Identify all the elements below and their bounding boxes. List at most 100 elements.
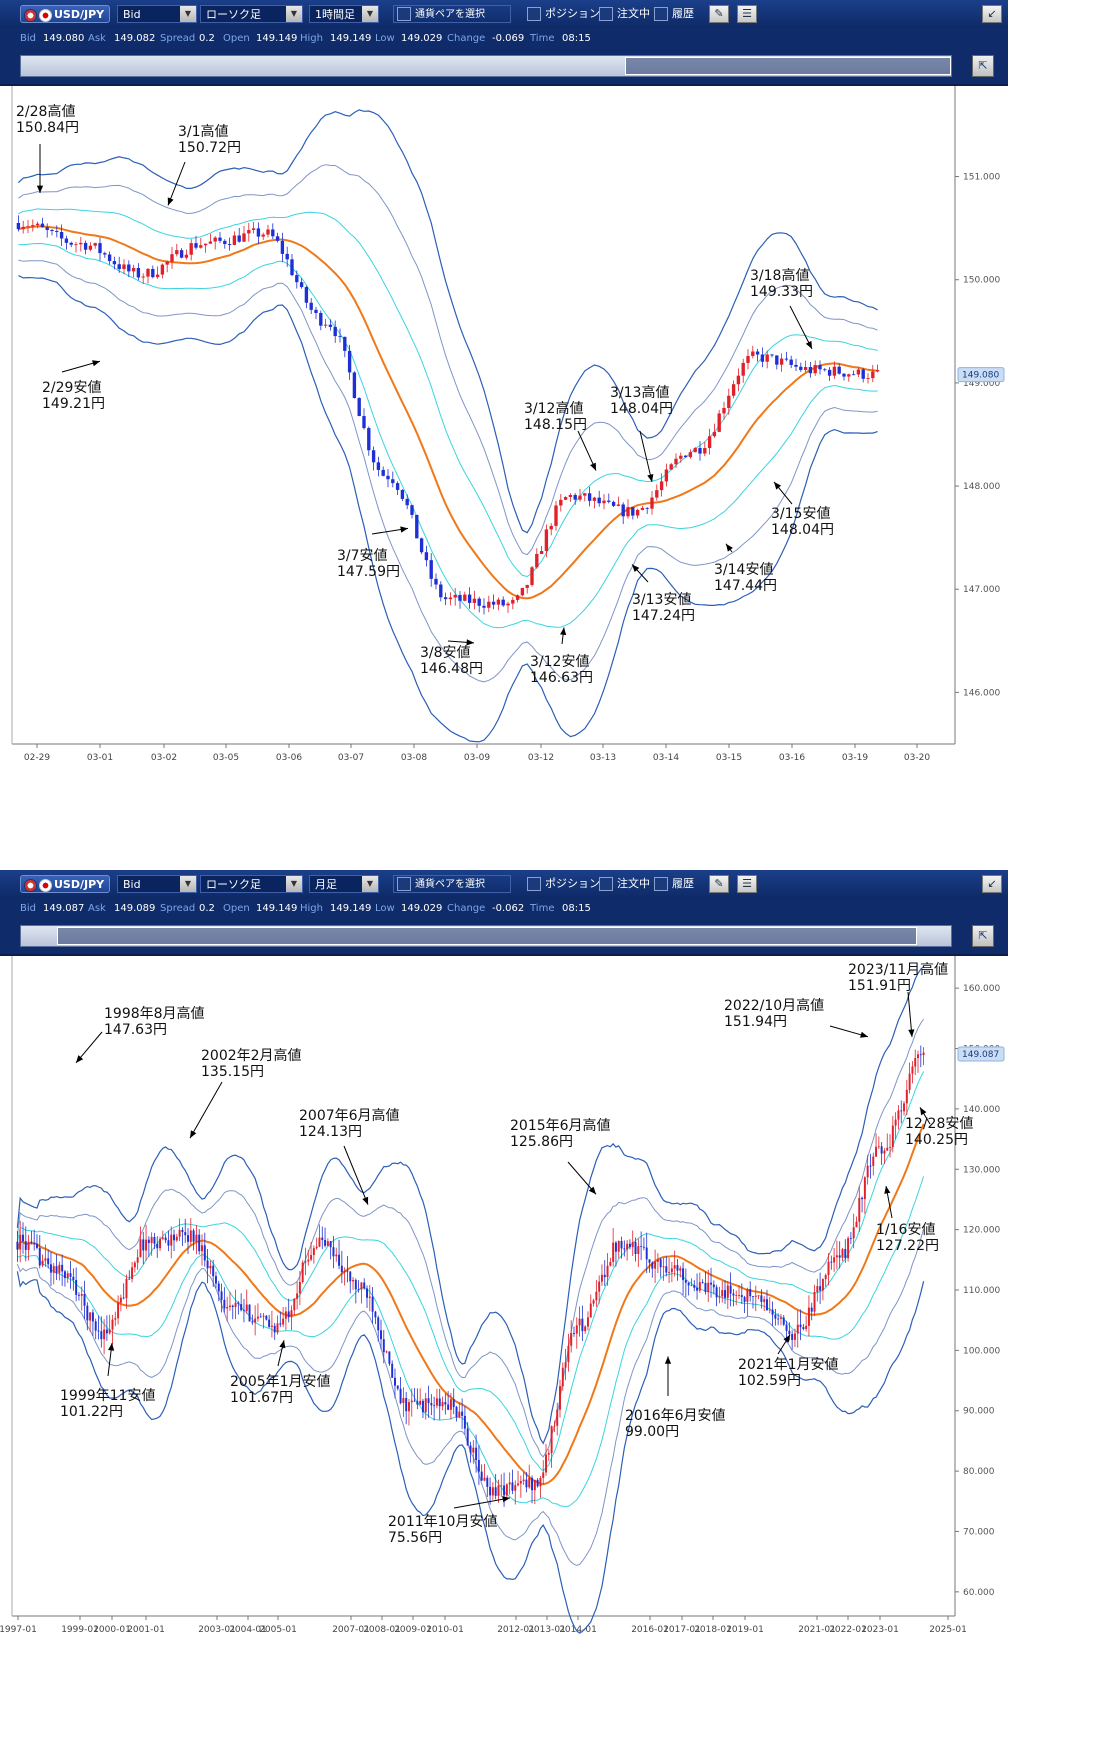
candle-body — [855, 1221, 858, 1228]
candle-body — [614, 1242, 617, 1252]
candle-body — [595, 1291, 598, 1301]
annotation-title: 2015年6月高値 — [510, 1117, 611, 1134]
annotation-price: 101.22円 — [60, 1404, 123, 1420]
currency-pair-button[interactable]: USD/JPY — [20, 875, 110, 893]
candle-body — [704, 1282, 707, 1292]
candle-body — [376, 462, 381, 470]
candle-body — [340, 1265, 343, 1273]
candle-body — [248, 1304, 251, 1322]
position-checkbox[interactable]: ポジション — [527, 875, 600, 893]
indicator-settings-button[interactable]: ☰ — [737, 875, 757, 893]
minimize-icon[interactable]: ↙ — [982, 5, 1002, 23]
candle-body — [799, 1324, 802, 1328]
candle-body — [891, 1125, 894, 1147]
position-checkbox[interactable]: ポジション — [527, 5, 600, 23]
candle-body — [312, 1248, 315, 1256]
navigator-window[interactable] — [57, 927, 917, 945]
x-tick-label: 2014-01 — [559, 1625, 597, 1635]
annotation-arrowhead — [774, 481, 782, 490]
select-pair-checkbox[interactable]: 通貨ペアを選択 — [393, 875, 511, 893]
candle-body — [187, 1235, 189, 1242]
candle-body — [922, 1052, 925, 1056]
candle-body — [545, 1454, 547, 1473]
candle-body — [659, 481, 664, 491]
candle-body — [655, 490, 659, 498]
indicator-settings-button[interactable]: ☰ — [737, 5, 757, 23]
candle-body — [611, 501, 616, 506]
navigator-window[interactable] — [625, 57, 951, 75]
orders-checkbox[interactable]: 注文中 — [599, 875, 650, 893]
history-checkbox[interactable]: 履歴 — [654, 875, 694, 893]
timeframe-select[interactable]: 月足 ▼ — [309, 875, 379, 893]
drawing-tools-button[interactable]: ✎ — [709, 875, 729, 893]
annotation-arrowhead — [92, 360, 100, 367]
timeframe-select[interactable]: 1時間足 ▼ — [309, 5, 379, 23]
currency-pair-button[interactable]: USD/JPY — [20, 5, 110, 23]
candle-body — [782, 1317, 785, 1325]
candle-body — [668, 1272, 671, 1274]
candle-body — [816, 1286, 819, 1293]
candle-body — [61, 1264, 64, 1272]
candle-body — [35, 1244, 38, 1248]
candle-body — [419, 1400, 422, 1405]
navigator-strip[interactable] — [20, 55, 952, 77]
candle-body — [863, 1177, 866, 1200]
candle-body — [184, 254, 189, 258]
candlestick-chart[interactable]: 160.000150.000140.000130.000120.000110.0… — [0, 956, 1008, 1738]
candle-body — [55, 231, 59, 233]
annotation-price: 146.63円 — [530, 670, 593, 686]
annotation-price: 147.63円 — [104, 1022, 167, 1038]
candle-body — [727, 395, 731, 408]
x-tick-label: 03-09 — [464, 753, 490, 763]
candle-body — [724, 1290, 726, 1298]
history-checkbox[interactable]: 履歴 — [654, 5, 694, 23]
price-type-select[interactable]: Bid ▼ — [117, 875, 197, 893]
minimize-icon[interactable]: ↙ — [982, 875, 1002, 893]
annotation-price: 148.15円 — [524, 417, 587, 433]
navigator-strip[interactable] — [20, 925, 952, 947]
candle-body — [483, 1477, 486, 1481]
candle-body — [122, 264, 126, 270]
x-tick-label: 03-20 — [904, 753, 930, 763]
annotation-title: 3/13安値 — [632, 592, 691, 608]
annotation-arrowhead — [647, 474, 654, 482]
candle-body — [430, 1403, 433, 1406]
candle-body — [256, 228, 261, 237]
drawing-tools-button[interactable]: ✎ — [709, 5, 729, 23]
candle-body — [807, 1307, 810, 1326]
price-type-select[interactable]: Bid ▼ — [117, 5, 197, 23]
orders-checkbox[interactable]: 注文中 — [599, 5, 650, 23]
y-tick-label: 148.000 — [963, 482, 1000, 492]
candle-body — [83, 1293, 86, 1306]
candle-body — [304, 287, 309, 303]
candle-body — [883, 1150, 886, 1154]
candle-body — [198, 1234, 201, 1252]
candle-body — [382, 1339, 385, 1353]
candle-body — [69, 242, 73, 245]
candle-body — [161, 1237, 164, 1239]
candle-body — [919, 1054, 922, 1056]
candle-body — [789, 359, 793, 365]
navigator-expand-icon[interactable]: ⇱ — [972, 925, 994, 947]
candle-body — [602, 500, 606, 504]
candle-body — [808, 367, 813, 374]
candlestick-chart[interactable]: 151.000 150.000 149.000 148.000 147.000 146.0… — [0, 86, 1008, 867]
candle-body — [821, 1279, 824, 1291]
candle-body — [696, 1287, 699, 1291]
candle-body — [712, 431, 717, 437]
candle-body — [438, 1398, 441, 1407]
select-pair-checkbox[interactable]: 通貨ペアを選択 — [393, 5, 511, 23]
candle-body — [573, 1333, 575, 1334]
candle-body — [448, 597, 453, 600]
y-tick-label: 150.000 — [963, 276, 1000, 286]
candle-body — [688, 452, 693, 458]
annotation-title: 12/28安値 — [905, 1116, 973, 1132]
candle-body — [503, 1485, 506, 1496]
candle-body — [181, 1229, 184, 1233]
candle-body — [830, 1261, 833, 1263]
candle-body — [402, 1398, 405, 1404]
chart-style-select[interactable]: ローソク足 ▼ — [200, 875, 303, 893]
navigator-expand-icon[interactable]: ⇱ — [972, 55, 994, 77]
candle-body — [703, 448, 707, 454]
chart-style-select[interactable]: ローソク足 ▼ — [200, 5, 303, 23]
